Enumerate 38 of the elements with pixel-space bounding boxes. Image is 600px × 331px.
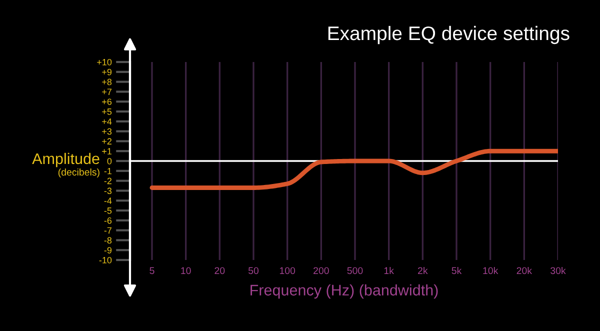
y-tick-label: -8 — [104, 237, 112, 244]
x-tick-label: 20 — [214, 267, 225, 274]
y-tick-label: -10 — [99, 256, 112, 264]
x-tick-label: 2k — [418, 266, 428, 274]
chart-title: Example EQ device settings — [328, 26, 570, 44]
y-tick-label: +2 — [102, 138, 112, 144]
y-tick-label: -2 — [104, 178, 112, 184]
x-tick-label: 50 — [248, 267, 259, 274]
y-tick-label: +1 — [102, 148, 112, 154]
x-axis-title: Frequency (Hz) (bandwidth) — [250, 284, 438, 299]
x-tick-label: 200 — [314, 267, 329, 274]
y-tick-label: +6 — [102, 98, 112, 105]
y-axis-title: Amplitude — [32, 152, 100, 168]
y-tick-label: -7 — [104, 227, 112, 234]
y-tick-label: -4 — [104, 198, 112, 204]
y-tick-label: -6 — [104, 217, 112, 224]
x-tick-label: 10k — [483, 266, 498, 274]
y-tick-label: 0 — [107, 158, 112, 164]
y-tick-label: +4 — [102, 118, 112, 125]
y-tick-label: +8 — [102, 78, 112, 86]
y-tick-label: +3 — [102, 128, 112, 135]
x-tick-label: 20k — [516, 266, 532, 274]
x-tick-label: 5 — [150, 267, 154, 274]
y-tick-label: +9 — [102, 68, 112, 76]
x-tick-label: 10 — [181, 267, 191, 274]
x-tick-label: 30k — [550, 266, 566, 274]
text: (decibels) — [58, 168, 100, 178]
x-tick-label: 500 — [347, 267, 363, 274]
y-tick-label: -1 — [104, 168, 112, 174]
y-tick-label: -5 — [104, 208, 112, 214]
y-tick-label: -9 — [104, 247, 112, 254]
y-tick-label: -3 — [104, 188, 112, 194]
x-tick-label: 5k — [452, 266, 462, 274]
x-tick-label: 100 — [280, 267, 296, 274]
y-tick-label: +10 — [97, 58, 112, 66]
y-tick-label: +5 — [102, 108, 112, 115]
x-tick-label: 1k — [384, 266, 394, 274]
y-tick-label: +7 — [102, 88, 112, 95]
